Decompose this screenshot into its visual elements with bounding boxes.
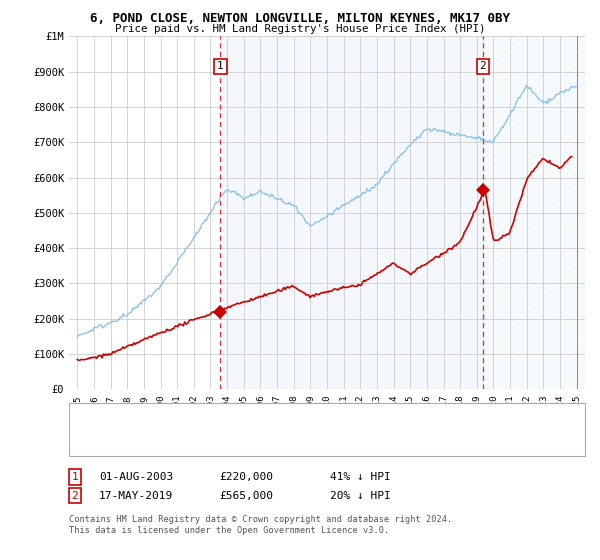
Bar [483, 36, 585, 389]
Text: HPI: Average price, detached house, Buckinghamshire: HPI: Average price, detached house, Buck… [108, 438, 401, 447]
Text: £220,000: £220,000 [219, 472, 273, 482]
Text: 1: 1 [217, 62, 224, 71]
Text: 2: 2 [71, 491, 79, 501]
Text: This data is licensed under the Open Government Licence v3.0.: This data is licensed under the Open Gov… [69, 526, 389, 535]
Text: 41% ↓ HPI: 41% ↓ HPI [330, 472, 391, 482]
Text: £565,000: £565,000 [219, 491, 273, 501]
Text: ——: —— [84, 412, 99, 424]
Text: Contains HM Land Registry data © Crown copyright and database right 2024.: Contains HM Land Registry data © Crown c… [69, 515, 452, 524]
Text: 6, POND CLOSE, NEWTON LONGVILLE, MILTON KEYNES, MK17 0BY (detached house): 6, POND CLOSE, NEWTON LONGVILLE, MILTON … [108, 414, 528, 423]
Text: Price paid vs. HM Land Registry's House Price Index (HPI): Price paid vs. HM Land Registry's House … [115, 24, 485, 34]
Text: 6, POND CLOSE, NEWTON LONGVILLE, MILTON KEYNES, MK17 0BY: 6, POND CLOSE, NEWTON LONGVILLE, MILTON … [90, 12, 510, 25]
Text: 01-AUG-2003: 01-AUG-2003 [99, 472, 173, 482]
Text: ——: —— [84, 437, 99, 450]
Text: 17-MAY-2019: 17-MAY-2019 [99, 491, 173, 501]
Text: 20% ↓ HPI: 20% ↓ HPI [330, 491, 391, 501]
Text: 2: 2 [479, 62, 487, 71]
Text: 1: 1 [71, 472, 79, 482]
Bar [220, 36, 483, 389]
